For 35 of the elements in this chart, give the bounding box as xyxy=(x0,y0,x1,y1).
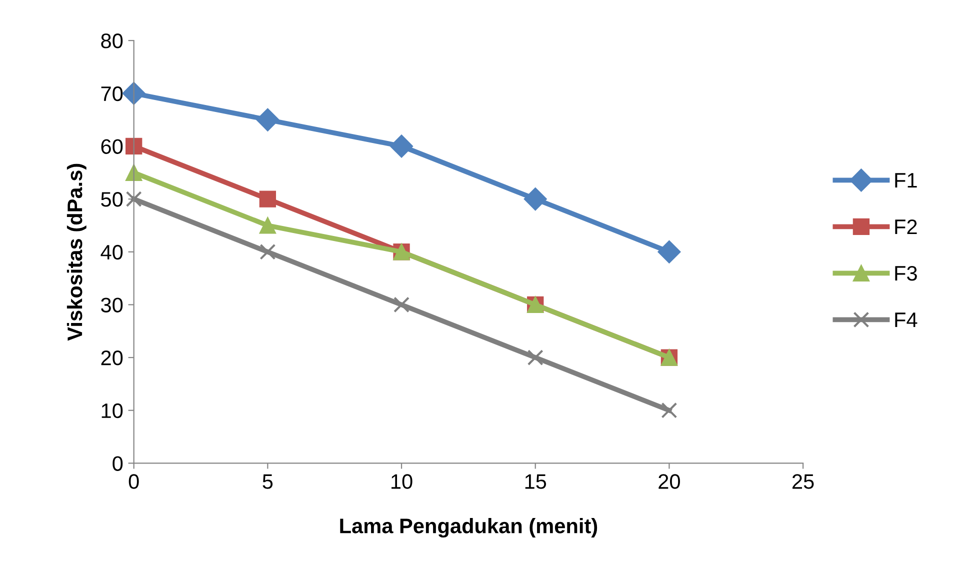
point xyxy=(126,191,142,208)
point xyxy=(524,188,547,211)
x-axis-title: Lama Pengadukan (menit) xyxy=(340,518,598,538)
y-tick-label: 40 xyxy=(100,244,123,260)
y-tick-label: 10 xyxy=(102,403,123,418)
point xyxy=(256,108,280,132)
point xyxy=(126,164,142,181)
x-tick-label: 10 xyxy=(392,474,412,489)
y-axis-title: Viskositas (dPa.s) xyxy=(66,164,86,341)
legend-label: F4 xyxy=(895,312,918,328)
y-tick-label: 80 xyxy=(101,34,123,48)
y-tick-label: 50 xyxy=(101,192,123,207)
point xyxy=(259,217,276,234)
x-tick-label: 25 xyxy=(792,474,814,489)
x-tick-label: 0 xyxy=(128,474,139,489)
y-tick-label: 30 xyxy=(101,298,123,312)
point xyxy=(394,296,410,313)
x-tick-label: 20 xyxy=(658,474,680,489)
point xyxy=(122,82,146,105)
x-tick-label: 15 xyxy=(525,474,546,489)
y-tick-label: 60 xyxy=(101,139,123,154)
point xyxy=(260,244,276,260)
point xyxy=(661,402,678,418)
point xyxy=(259,190,276,208)
legend-label: F3 xyxy=(895,266,917,281)
legend-label: F2 xyxy=(895,219,917,234)
point xyxy=(658,240,681,264)
point xyxy=(527,350,544,366)
point xyxy=(390,134,414,158)
legend-label: F1 xyxy=(895,173,917,188)
x-tick-label: 5 xyxy=(262,474,273,489)
y-tick-label: 0 xyxy=(112,456,123,471)
y-tick-label: 20 xyxy=(101,350,123,366)
y-tick-label: 70 xyxy=(101,86,123,102)
point xyxy=(126,138,142,155)
